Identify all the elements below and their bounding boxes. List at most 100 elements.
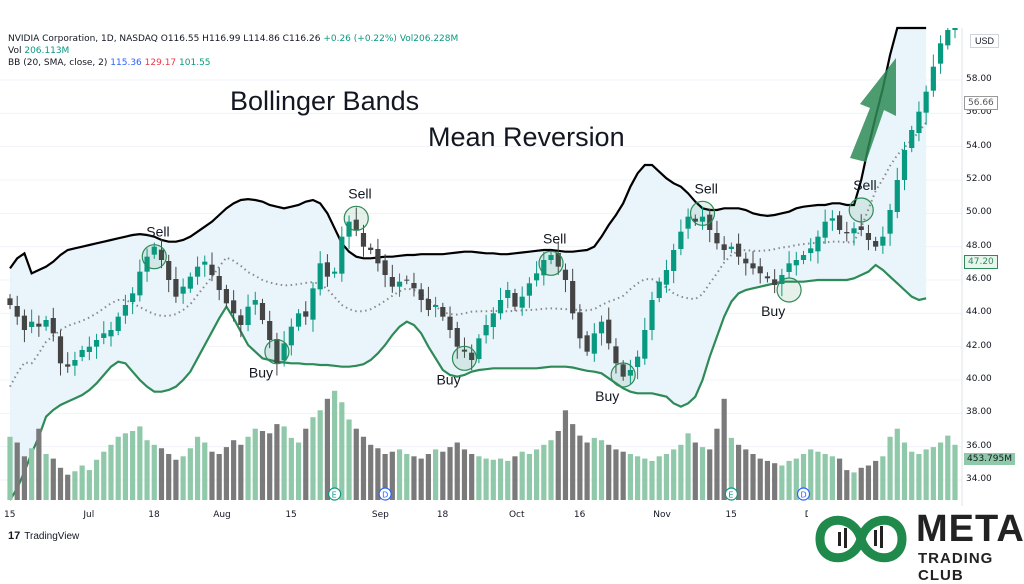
candle-body <box>671 250 677 271</box>
candle-body <box>267 321 273 340</box>
volume-bar <box>57 467 64 500</box>
candle-body <box>634 356 641 367</box>
candle-body <box>375 249 381 264</box>
candle-body <box>497 300 504 314</box>
volume-bar <box>72 471 78 500</box>
candle-body <box>7 298 13 305</box>
volume-bar <box>238 444 244 500</box>
candle-body <box>332 271 338 274</box>
buy-label: Buy <box>595 388 619 404</box>
candle-body <box>130 293 136 302</box>
candle-body <box>209 264 215 275</box>
candle-body <box>396 281 403 287</box>
candle-body <box>310 288 316 320</box>
volume-bar <box>353 428 359 500</box>
tradingview-logo-icon: 17 <box>8 530 21 542</box>
price-tick-label: 48.00 <box>966 240 992 251</box>
candle-body <box>519 296 525 308</box>
candle-body <box>613 346 619 364</box>
candle-body <box>65 364 71 367</box>
volume-tag: 453.795M <box>964 453 1015 465</box>
price-tick-label: 54.00 <box>966 140 992 151</box>
candle-body <box>541 260 547 276</box>
candle-body <box>469 352 475 360</box>
tradingview-branding[interactable]: 17 TradingView <box>8 530 79 542</box>
candle-body <box>750 263 756 269</box>
volume-bar <box>613 449 619 500</box>
candle-body <box>772 279 778 285</box>
volume-bar <box>656 456 662 500</box>
candle-body <box>194 266 201 277</box>
date-tick-label: 15 <box>285 510 297 520</box>
candle-body <box>483 325 489 336</box>
buy-label: Buy <box>249 365 273 381</box>
volume-bar <box>115 436 121 500</box>
event-label: D <box>382 491 388 500</box>
candle-body <box>43 320 49 327</box>
candle-body <box>447 316 453 330</box>
buy-marker <box>776 277 802 303</box>
candle-body <box>418 289 424 300</box>
candle-body <box>822 221 828 238</box>
volume-bar <box>772 463 778 500</box>
symbol-header: NVIDIA Corporation, 1D, NASDAQ O116.55 H… <box>8 34 458 44</box>
candle-body <box>887 210 893 234</box>
volume-bar <box>800 454 807 500</box>
date-tick-label: Sep <box>371 510 389 520</box>
volume-bar <box>714 428 720 500</box>
price-tick-label: 44.00 <box>966 307 992 318</box>
volume-bar <box>151 444 157 500</box>
date-tick-label: Oct <box>508 510 525 520</box>
volume-bar <box>923 449 929 500</box>
candle-body <box>880 236 886 246</box>
volume-bar <box>735 444 742 500</box>
event-marker <box>724 487 738 501</box>
candle-body <box>216 276 222 290</box>
candle-body <box>158 249 165 260</box>
volume-bar <box>382 454 388 500</box>
volume-bar <box>303 428 309 500</box>
buy-label: Buy <box>436 371 460 387</box>
volume-bar <box>216 454 222 500</box>
candle-body <box>829 218 835 221</box>
candle-body <box>259 303 266 320</box>
volume-bar <box>144 440 150 500</box>
candle-body <box>101 333 107 338</box>
volume-bar <box>281 426 287 500</box>
candle-body <box>346 221 352 237</box>
candle-body <box>728 246 734 249</box>
volume-bar <box>930 447 936 500</box>
volume-bar <box>252 428 258 500</box>
volume-bar <box>649 460 655 500</box>
symbol-name: NVIDIA Corporation, 1D, NASDAQ <box>8 34 158 44</box>
price-tick-label: 34.00 <box>966 474 992 484</box>
date-tick-label: Aug <box>213 510 231 520</box>
candle-body <box>245 306 251 325</box>
volume-bar <box>692 442 698 500</box>
volume-bars <box>7 390 958 500</box>
volume-bar <box>231 440 237 500</box>
volume-bar <box>844 470 850 500</box>
volume-bar <box>36 428 42 500</box>
volume-bar <box>865 465 872 500</box>
date-tick-label: 15 <box>4 510 16 520</box>
candle-body <box>591 333 597 354</box>
volume-bar <box>122 433 129 500</box>
candle-body <box>909 130 915 148</box>
volume-bar <box>440 451 446 500</box>
sell-label: Sell <box>695 180 718 196</box>
volume-bar <box>209 451 215 500</box>
candle-body <box>173 279 179 297</box>
candle-body <box>454 328 460 347</box>
volume-bar <box>663 454 670 500</box>
candle-body <box>930 66 936 91</box>
volume-bar <box>634 456 641 500</box>
volume-bar <box>396 449 403 500</box>
candle-body <box>404 279 410 281</box>
volume-bar <box>555 431 561 500</box>
candle-body <box>108 330 114 337</box>
candle-body <box>721 244 727 250</box>
candle-body <box>844 232 850 234</box>
currency-button[interactable]: USD <box>970 34 1000 48</box>
volume-bar <box>606 444 612 500</box>
